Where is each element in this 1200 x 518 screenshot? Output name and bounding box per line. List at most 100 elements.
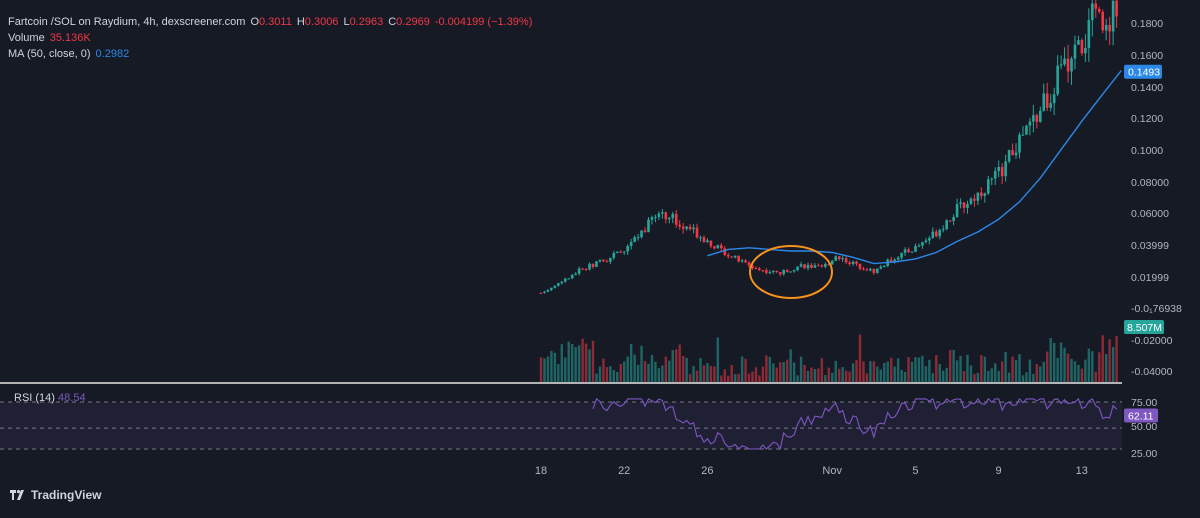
candle-body <box>761 270 765 272</box>
volume-bar <box>758 375 761 382</box>
volume-bar <box>571 344 574 382</box>
volume-bar <box>716 337 720 382</box>
ma-label: MA (50, close, 0) <box>8 48 91 60</box>
volume-bar <box>796 375 799 382</box>
candle-body <box>966 204 969 208</box>
candle-body <box>747 262 751 266</box>
candle-body <box>768 272 772 274</box>
rsi-last-tag <box>1124 408 1158 423</box>
candle-body <box>1000 167 1004 177</box>
candle-body <box>983 193 987 196</box>
volume-bar <box>907 357 910 382</box>
volume-bar <box>1084 359 1087 382</box>
ohlc-low: L0.2963 <box>343 16 384 28</box>
volume-bar <box>917 357 921 382</box>
candle-body <box>772 270 775 273</box>
volume-bar <box>924 366 928 382</box>
candle-body <box>584 269 588 271</box>
tradingview-logo[interactable]: TradingView <box>10 488 101 502</box>
volume-bar <box>737 373 740 382</box>
candle-body <box>841 258 844 260</box>
volume-bar <box>633 354 636 382</box>
candle-body <box>941 229 945 231</box>
candle-body <box>626 245 629 252</box>
price-tick-label: 0.06000 <box>1131 208 1169 220</box>
volume-bar <box>910 361 914 382</box>
volume-bar <box>1049 338 1052 382</box>
volume-bar <box>1059 342 1063 382</box>
candle-body <box>882 266 886 268</box>
volume-bar <box>865 373 869 382</box>
rsi-legend[interactable]: RSI (14) 48.54 <box>14 392 86 404</box>
volume-bar <box>619 364 622 382</box>
candle-body <box>934 231 938 237</box>
volume-bar <box>976 372 980 382</box>
candle-body <box>1115 0 1118 17</box>
volume-bar <box>824 375 827 382</box>
candle-body <box>1038 110 1042 122</box>
candle-body <box>1007 150 1011 162</box>
volume-bar <box>598 366 602 382</box>
candle-body <box>924 240 928 243</box>
candle-body <box>830 260 834 265</box>
volume-bar <box>1032 373 1035 382</box>
candle-body <box>1056 65 1059 95</box>
volume-bar <box>609 366 612 382</box>
volume-bar <box>969 365 973 382</box>
volume-bar <box>931 373 935 382</box>
volume-legend[interactable]: Volume 35.136K <box>8 30 532 46</box>
volume-bar <box>935 355 938 382</box>
ma-legend[interactable]: MA (50, close, 0) 0.2982 <box>8 46 532 62</box>
volume-bar <box>612 370 616 382</box>
volume-value: 35.136K <box>49 32 91 44</box>
volume-bar <box>973 374 976 382</box>
volume-bar <box>692 366 695 382</box>
volume-bar <box>1007 372 1011 382</box>
rsi-tick-label: 25.00 <box>1131 448 1157 460</box>
price-tick-label: 0.08000 <box>1131 177 1169 189</box>
candle-body <box>945 220 948 230</box>
candle-body <box>1101 11 1105 31</box>
volume-bar <box>789 349 792 382</box>
volume-bar <box>709 365 713 382</box>
volume-bar <box>831 372 834 382</box>
candle-body <box>876 268 879 273</box>
volume-bar <box>948 350 952 382</box>
volume-bar <box>543 358 546 382</box>
candle-body <box>1032 115 1035 122</box>
volume-bar <box>768 356 772 382</box>
volume-bar <box>1021 375 1025 382</box>
last-price-label: 0.1493 <box>1128 67 1160 79</box>
rsi-tick-label: 75.00 <box>1131 397 1157 409</box>
time-tick-label: 13 <box>1076 465 1088 477</box>
candle-body <box>1035 115 1039 122</box>
price-tick-label: 0.01999 <box>1131 272 1169 284</box>
candle-body <box>810 264 813 268</box>
candle-body <box>553 285 557 288</box>
candle-body <box>973 198 976 201</box>
candle-body <box>931 231 935 238</box>
time-axis: 18 22 26 Nov 5 9 13 <box>535 465 1088 477</box>
candle-body <box>1042 93 1046 111</box>
candle-body <box>688 226 692 230</box>
volume-bar <box>754 367 758 382</box>
volume-bar <box>681 355 685 382</box>
candle-body <box>543 291 546 293</box>
candle-body <box>921 242 924 246</box>
candle-body <box>643 230 647 233</box>
volume-bar <box>1004 351 1007 382</box>
time-tick-label: 22 <box>618 465 630 477</box>
candle-body <box>848 262 851 265</box>
volume-bar <box>1028 359 1032 382</box>
volume-bar <box>775 367 778 382</box>
candle-body <box>993 171 997 179</box>
candle-body <box>1091 3 1094 21</box>
volume-bar <box>1035 364 1039 382</box>
candle-body <box>667 218 671 220</box>
price-axis: 0.1800 0.1600 0.1400 0.1200 0.1000 0.08000 0.0… <box>1124 18 1182 460</box>
volume-bar <box>1104 354 1108 382</box>
volume-bar <box>643 361 647 382</box>
candle-body <box>1059 64 1063 66</box>
